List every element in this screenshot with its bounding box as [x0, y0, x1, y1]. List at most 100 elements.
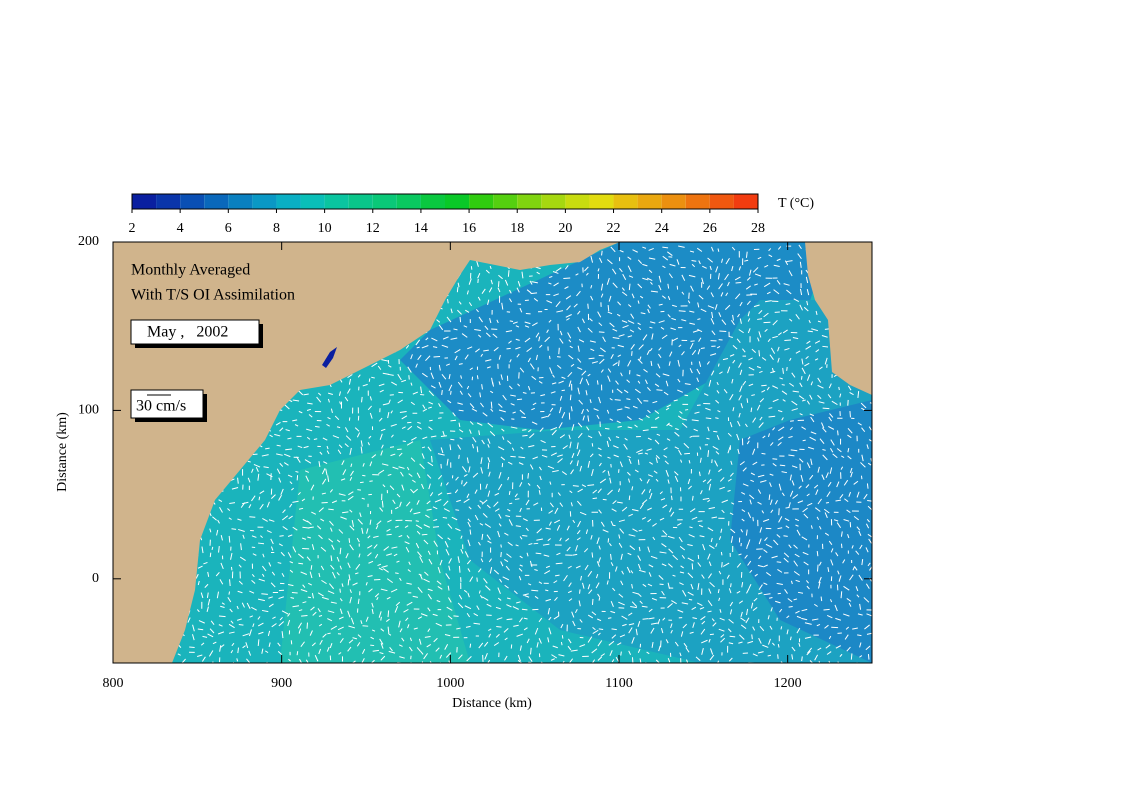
vector: [825, 329, 829, 330]
vector: [556, 563, 563, 564]
vector: [388, 610, 389, 617]
vector: [730, 636, 736, 637]
vector: [873, 374, 874, 377]
vector: [450, 420, 456, 421]
vector: [802, 656, 803, 661]
vector: [536, 553, 542, 554]
vector: [615, 400, 621, 401]
x-tick-label: 900: [271, 676, 292, 691]
colorbar-tick-label: 26: [703, 221, 717, 236]
colorbar-segment: [421, 194, 445, 209]
colorbar-segment: [180, 194, 204, 209]
vector: [599, 629, 603, 630]
colorbar-segment: [589, 194, 613, 209]
vector: [453, 616, 458, 617]
colorbar-segment: [517, 194, 541, 209]
vector: [608, 305, 609, 311]
vector: [823, 609, 829, 610]
vector: [381, 617, 382, 621]
colorbar-label: T (°C): [778, 196, 814, 211]
colorbar-segment: [397, 194, 421, 209]
vector: [698, 521, 703, 522]
vector: [629, 496, 630, 500]
vector: [232, 529, 237, 530]
vector: [457, 287, 458, 292]
vector: [531, 590, 538, 591]
vector: [684, 395, 688, 396]
vector: [466, 665, 469, 671]
vector: [501, 552, 502, 557]
vector: [710, 634, 714, 635]
vector: [736, 282, 742, 283]
vector: [851, 663, 852, 669]
vector: [768, 655, 771, 656]
vector: [171, 666, 177, 670]
vector: [593, 498, 597, 499]
vector: [731, 583, 732, 587]
vector: [255, 665, 260, 666]
scale-label: 30 cm/s: [136, 398, 186, 415]
vector: [759, 350, 760, 356]
vector: [451, 391, 452, 395]
vector: [230, 579, 231, 586]
colorbar-segment: [228, 194, 252, 209]
vector: [867, 483, 868, 488]
vector: [808, 331, 813, 332]
vector: [459, 410, 464, 411]
vector: [138, 664, 141, 669]
vector: [477, 375, 478, 379]
vector: [777, 562, 781, 563]
vector: [522, 609, 527, 610]
colorbar-tick-label: 2: [129, 221, 136, 236]
vector: [531, 293, 537, 294]
vector: [510, 321, 513, 322]
vector: [801, 376, 802, 380]
vector: [459, 455, 460, 459]
vector: [388, 627, 389, 633]
vector: [851, 653, 852, 659]
vector: [531, 648, 532, 655]
vector: [580, 589, 581, 593]
vector: [562, 635, 563, 638]
vector: [433, 527, 439, 528]
vector: [692, 496, 693, 501]
vector: [131, 663, 135, 669]
vector: [817, 551, 818, 556]
vector: [459, 566, 460, 573]
x-tick-label: 1200: [774, 676, 802, 691]
vector: [602, 251, 603, 256]
vector: [219, 616, 226, 617]
vector: [701, 348, 705, 349]
vector: [438, 418, 442, 419]
vector: [589, 358, 595, 359]
vector: [643, 619, 649, 620]
vector: [839, 387, 840, 390]
vector: [462, 480, 463, 484]
vector: [573, 486, 579, 487]
colorbar-tick-label: 4: [177, 221, 184, 236]
vector: [261, 594, 268, 595]
vector: [477, 446, 478, 452]
vector: [315, 426, 320, 427]
date-label: May , 2002: [147, 324, 228, 341]
colorbar-tick-label: 14: [414, 221, 428, 236]
vector: [188, 664, 192, 665]
vector: [621, 652, 622, 656]
colorbar-segment: [493, 194, 517, 209]
vector: [549, 356, 550, 359]
colorbar-tick-label: 28: [751, 221, 765, 236]
vector: [638, 460, 639, 465]
vector: [470, 530, 471, 535]
vector: [757, 319, 762, 320]
vector: [279, 536, 283, 537]
vector: [798, 664, 801, 670]
vector: [850, 411, 851, 417]
vector: [689, 599, 692, 600]
annotation: With T/S OI Assimilation: [131, 287, 295, 304]
vector: [753, 517, 754, 521]
colorbar-segment: [156, 194, 180, 209]
y-tick-label: 100: [78, 403, 99, 418]
vector: [605, 428, 609, 429]
vector: [713, 431, 717, 432]
